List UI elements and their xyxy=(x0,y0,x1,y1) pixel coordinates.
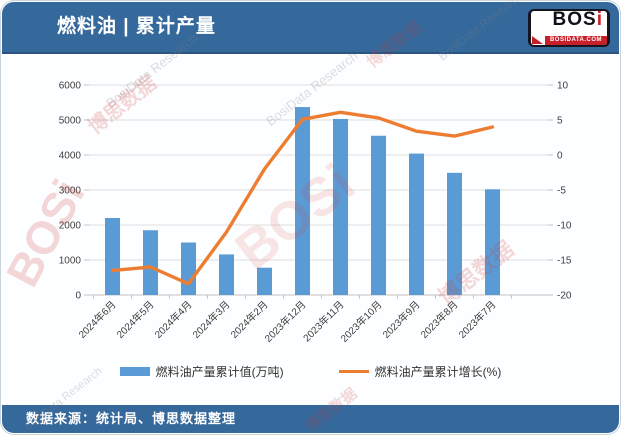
legend-label: 燃料油产量累计值(万吨) xyxy=(155,365,284,379)
trend-line xyxy=(110,110,495,286)
bar xyxy=(295,107,310,295)
brand-logo: BOSi BOSIDATA.COM xyxy=(528,9,610,47)
chart-legend: 燃料油产量累计值(万吨) 燃料油产量累计增长(%) xyxy=(1,363,620,380)
bar xyxy=(105,218,120,295)
page-title: 燃料油 | 累计产量 xyxy=(57,16,216,37)
line-series-swatch-icon xyxy=(338,370,369,373)
y-axis-label-right: -10 xyxy=(557,221,572,232)
y-axis-label-right: 0 xyxy=(557,151,563,162)
y-axis-label-left: 5000 xyxy=(59,116,82,127)
bar xyxy=(257,267,272,295)
y-axis-label-right: -15 xyxy=(557,256,572,267)
y-axis-label-right: -5 xyxy=(557,186,566,197)
legend-label: 燃料油产量累计增长(%) xyxy=(374,365,502,379)
bar xyxy=(371,135,386,295)
bar xyxy=(333,118,348,295)
x-axis-label: 2023年7月 xyxy=(456,298,499,341)
x-axis-label: 2024年4月 xyxy=(152,298,195,341)
x-axis-label: 2024年2月 xyxy=(228,298,271,341)
logo-arrow-icon xyxy=(532,36,543,44)
x-axis-label: 2023年10月 xyxy=(338,298,385,345)
brand-logo-site: BOSIDATA.COM xyxy=(545,36,607,45)
y-axis-label-right: -20 xyxy=(557,291,572,302)
x-axis-label: 2023年9月 xyxy=(380,298,423,341)
brand-logo-inner: BOSi BOSIDATA.COM xyxy=(531,11,607,45)
x-axis-label: 2023年8月 xyxy=(418,298,461,341)
legend-item-bar-series: 燃料油产量累计值(万吨) xyxy=(119,363,284,380)
y-axis-label-left: 2000 xyxy=(59,221,82,232)
y-axis-label-left: 1000 xyxy=(59,256,82,267)
bar xyxy=(409,153,424,295)
y-axis-label-left: 0 xyxy=(75,291,81,302)
y-axis-label-left: 6000 xyxy=(59,81,82,92)
legend-item-line-series: 燃料油产量累计增长(%) xyxy=(338,363,502,380)
bar xyxy=(143,230,158,295)
bar xyxy=(485,189,500,295)
brand-logo-text: BOSi xyxy=(552,11,603,30)
data-source-note: 数据来源：统计局、博思数据整理 xyxy=(26,411,237,426)
y-axis-label-right: 5 xyxy=(557,116,563,127)
y-axis-label-right: 10 xyxy=(557,81,569,92)
bar-series-swatch-icon xyxy=(119,367,150,376)
x-axis-label: 2024年5月 xyxy=(114,298,157,341)
bar xyxy=(219,254,234,295)
x-axis-label: 2024年6月 xyxy=(76,298,119,341)
y-axis-label-left: 4000 xyxy=(59,151,82,162)
footer-bar: 数据来源：统计局、博思数据整理 xyxy=(2,405,619,433)
y-axis-label-left: 3000 xyxy=(59,186,82,197)
bar xyxy=(181,242,196,295)
bar xyxy=(447,172,462,295)
header-bar: 燃料油 | 累计产量 BOSi BOSIDATA.COM xyxy=(2,2,619,54)
x-axis-label: 2024年3月 xyxy=(190,298,233,341)
